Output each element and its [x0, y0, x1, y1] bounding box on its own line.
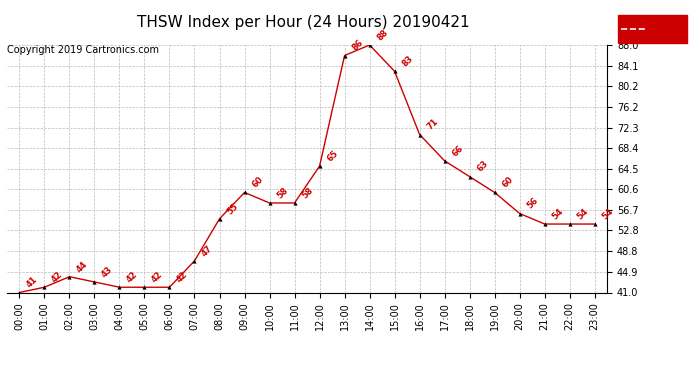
Text: 63: 63 [475, 159, 490, 174]
Text: 42: 42 [125, 270, 139, 285]
Text: 54: 54 [550, 207, 565, 221]
Text: 58: 58 [275, 186, 290, 200]
Text: 60: 60 [250, 175, 265, 190]
Text: 44: 44 [75, 259, 90, 274]
Text: 58: 58 [300, 186, 315, 200]
Text: 54: 54 [600, 207, 615, 221]
Text: 43: 43 [100, 265, 115, 279]
Text: 42: 42 [175, 270, 190, 285]
Text: 65: 65 [325, 148, 339, 164]
Text: Copyright 2019 Cartronics.com: Copyright 2019 Cartronics.com [7, 45, 159, 55]
Text: THSW  (°F): THSW (°F) [619, 25, 674, 34]
Text: 86: 86 [350, 38, 365, 53]
Text: 66: 66 [450, 143, 465, 158]
Text: 47: 47 [200, 243, 215, 258]
Text: 42: 42 [50, 270, 65, 285]
Text: 41: 41 [25, 275, 39, 290]
Text: 71: 71 [425, 117, 440, 132]
Text: 42: 42 [150, 270, 165, 285]
Text: 54: 54 [575, 207, 590, 221]
Text: 88: 88 [375, 28, 390, 42]
Text: 60: 60 [500, 175, 515, 190]
Text: 56: 56 [525, 196, 540, 211]
Text: 55: 55 [225, 201, 239, 216]
Text: 83: 83 [400, 54, 415, 69]
Text: THSW Index per Hour (24 Hours) 20190421: THSW Index per Hour (24 Hours) 20190421 [137, 15, 470, 30]
